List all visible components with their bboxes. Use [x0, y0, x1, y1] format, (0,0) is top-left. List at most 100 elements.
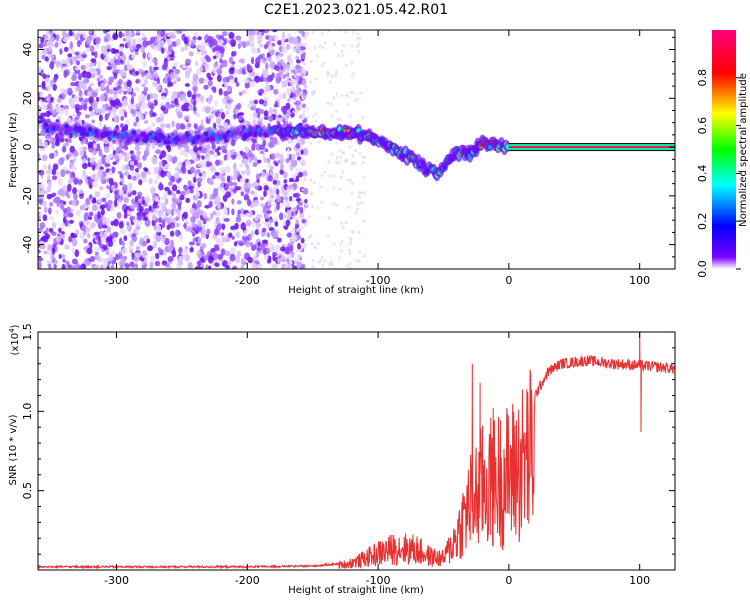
noise-blob	[167, 44, 173, 53]
noise-blob	[345, 93, 349, 97]
noise-blob	[47, 249, 53, 256]
noise-blob	[167, 189, 172, 196]
ridge-blob	[176, 133, 184, 148]
noise-blob	[197, 260, 202, 267]
noise-blob	[141, 101, 148, 110]
noise-blob	[90, 73, 96, 78]
noise-blob	[160, 169, 166, 178]
noise-blob	[192, 176, 197, 183]
ridge-blob	[56, 123, 64, 133]
noise-blob	[121, 247, 128, 254]
noise-blob	[336, 117, 340, 121]
noise-blob	[221, 148, 228, 154]
noise-blob	[358, 230, 361, 234]
ridge-core	[81, 126, 86, 133]
noise-blob	[348, 236, 352, 240]
noise-blob	[212, 55, 217, 60]
noise-blob	[58, 157, 65, 166]
noise-blob	[299, 141, 302, 145]
ridge-core	[122, 131, 127, 137]
noise-blob	[88, 96, 94, 103]
noise-blob	[53, 75, 58, 83]
noise-blob	[206, 160, 211, 168]
y-tick-label: 1.5	[21, 323, 34, 341]
noise-blob	[233, 130, 240, 137]
noise-blob	[134, 51, 139, 55]
ridge-blob	[66, 126, 74, 139]
noise-blob	[250, 190, 255, 195]
x-tick-label: -100	[366, 274, 391, 287]
noise-blob	[302, 170, 308, 177]
noise-blob	[87, 232, 91, 239]
noise-blob	[281, 40, 285, 48]
noise-blob	[357, 259, 361, 263]
noise-blob	[68, 151, 74, 158]
noise-blob	[154, 73, 159, 80]
ridge-core	[205, 136, 210, 142]
noise-blob	[64, 244, 70, 250]
ridge-blob	[196, 134, 204, 147]
noise-blob	[173, 193, 177, 201]
noise-blob	[240, 58, 245, 64]
noise-blob	[294, 192, 301, 199]
noise-blob	[197, 36, 202, 41]
noise-blob	[140, 113, 144, 121]
ridge-blob	[127, 134, 135, 145]
noise-blob	[189, 166, 195, 174]
noise-blob	[85, 197, 91, 206]
noise-blob	[205, 264, 210, 269]
noise-blob	[335, 109, 338, 113]
noise-blob	[41, 54, 46, 60]
noise-blob	[126, 224, 132, 232]
noise-blob	[47, 181, 52, 188]
noise-blob	[68, 219, 74, 224]
noise-blob	[164, 198, 169, 205]
noise-blob	[204, 54, 210, 60]
noise-blob	[293, 37, 299, 45]
noise-blob	[121, 33, 125, 37]
noise-blob	[206, 143, 211, 151]
noise-blob	[207, 80, 213, 87]
noise-blob	[221, 223, 226, 231]
noise-blob	[38, 197, 43, 205]
noise-blob	[263, 44, 268, 50]
noise-blob	[360, 191, 364, 195]
noise-blob	[324, 41, 327, 45]
noise-blob	[197, 236, 202, 244]
noise-blob	[318, 44, 322, 48]
noise-blob	[83, 97, 90, 103]
noise-blob	[299, 216, 303, 221]
noise-blob	[257, 241, 261, 247]
noise-blob	[253, 157, 258, 162]
noise-blob	[218, 108, 224, 113]
ridge-core	[87, 126, 93, 133]
noise-blob	[254, 185, 260, 190]
noise-blob	[245, 40, 251, 47]
noise-blob	[127, 40, 131, 49]
noise-blob	[74, 51, 80, 56]
noise-blob	[298, 167, 302, 172]
ridge-blob	[136, 134, 144, 146]
noise-blob	[61, 253, 66, 260]
noise-blob	[337, 53, 340, 58]
noise-blob	[75, 228, 80, 235]
ridge-core	[229, 131, 234, 137]
noise-blob	[213, 187, 219, 194]
noise-blob	[309, 178, 313, 182]
noise-blob	[56, 235, 62, 243]
noise-blob	[60, 222, 65, 229]
noise-blob	[217, 253, 223, 260]
noise-blob	[161, 202, 167, 211]
noise-blob	[349, 90, 352, 94]
noise-blob	[92, 196, 97, 203]
noise-blob	[300, 149, 304, 155]
noise-blob	[46, 244, 53, 248]
noise-blob	[119, 229, 126, 235]
noise-blob	[116, 61, 121, 66]
noise-blob	[268, 115, 274, 122]
noise-blob	[278, 93, 283, 100]
noise-blob	[226, 260, 232, 266]
noise-blob	[194, 81, 199, 86]
noise-blob	[103, 138, 110, 145]
noise-blob	[94, 134, 99, 139]
